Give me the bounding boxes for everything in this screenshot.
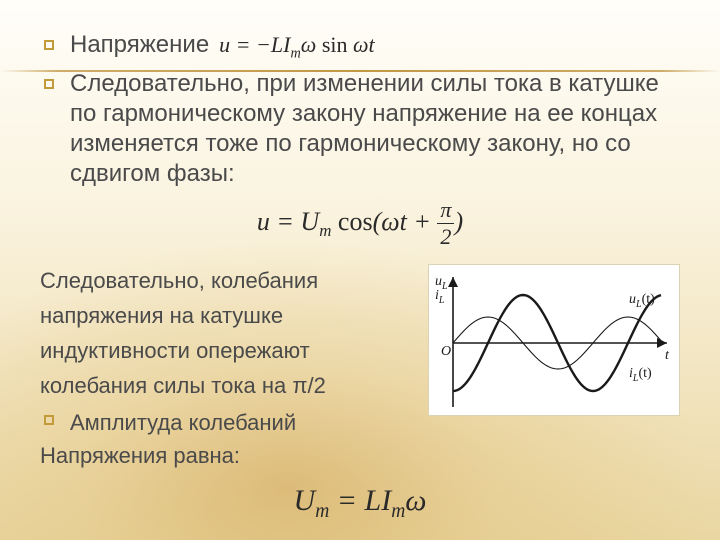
phase-formula: u = Um cos(ωt + π2) <box>257 207 463 236</box>
amplitude-formula: Um = LImω <box>294 484 427 517</box>
lower-line-2: напряжения на катушке <box>40 299 408 332</box>
lower-line-5: Напряжения равна: <box>40 439 408 472</box>
phase-formula-block: u = Um cos(ωt + π2) <box>40 197 680 250</box>
bullet-consequence: Следовательно, при изменении силы тока в… <box>40 69 680 189</box>
slide: Напряжение u = −LImω sin ωt Следовательн… <box>0 0 720 540</box>
bullet-list: Напряжение u = −LImω sin ωt Следовательн… <box>40 30 680 189</box>
lower-line-3: индуктивности опережают <box>40 334 408 367</box>
svg-text:O: O <box>441 344 451 359</box>
lower-line-1: Следовательно, колебания <box>40 264 408 297</box>
bullet-voltage-label: Напряжение <box>70 30 209 60</box>
phase-graph: uL(t)iL(t)uLiLOt <box>428 264 680 416</box>
lower-line-4: колебания силы тока на π/2 <box>40 369 408 402</box>
amplitude-formula-block: Um = LImω <box>40 484 680 523</box>
lower-region: Следовательно, колебания напряжения на к… <box>40 264 680 474</box>
phase-graph-svg: uL(t)iL(t)uLiLOt <box>429 265 679 415</box>
voltage-formula: u = −LImω sin ωt <box>219 31 374 63</box>
bullet-amplitude: Амплитуда колебаний <box>40 406 408 439</box>
lower-text: Следовательно, колебания напряжения на к… <box>40 264 408 474</box>
bullet-voltage: Напряжение u = −LImω sin ωt <box>40 30 680 63</box>
inner-bullet-list: Амплитуда колебаний <box>40 406 408 439</box>
